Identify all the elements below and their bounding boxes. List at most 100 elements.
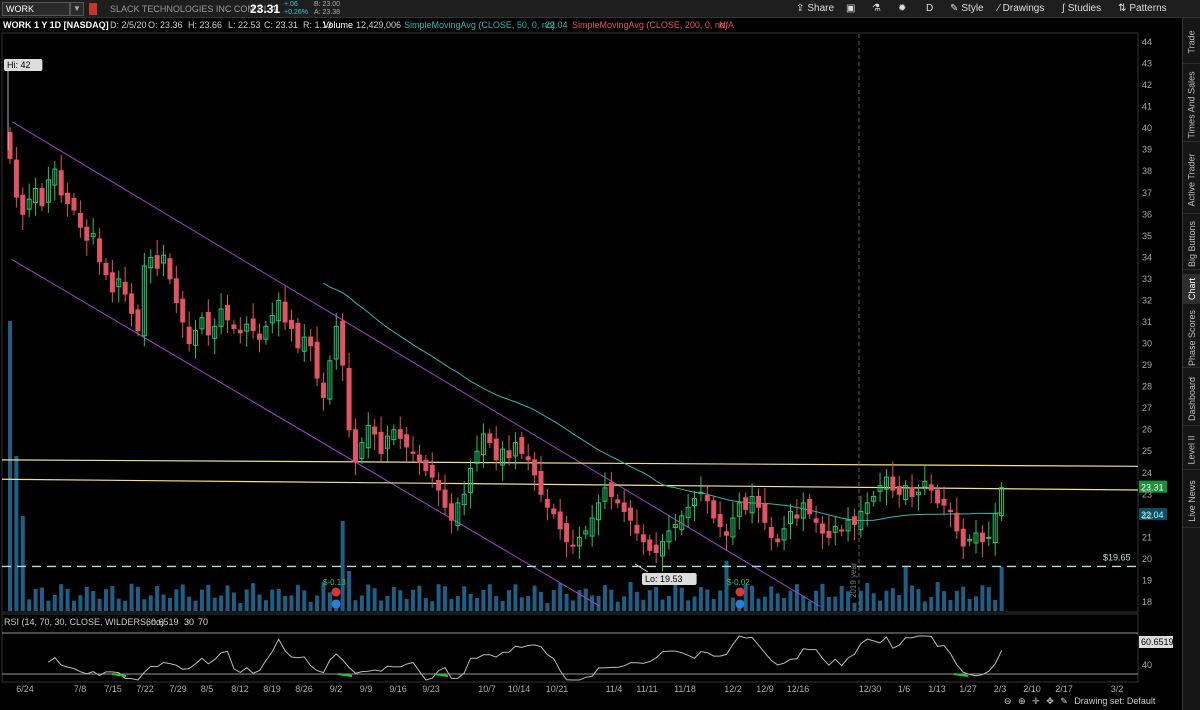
volume-bar (750, 585, 755, 611)
side-tab-phase-scores[interactable]: Phase Scores (1183, 308, 1200, 368)
side-tab-big-buttons[interactable]: Big Buttons (1183, 218, 1200, 270)
candle-body (404, 434, 410, 448)
volume-bar (244, 589, 249, 611)
zoom-out-icon[interactable]: ⊖ (1004, 696, 1012, 706)
style-button[interactable]: ✎ Style (950, 3, 984, 14)
side-tab-live-news[interactable]: Live News (1183, 474, 1200, 528)
candle-body (33, 187, 39, 204)
side-tab-chart[interactable]: Chart (1183, 274, 1200, 304)
volume-bar (673, 584, 678, 611)
candle-body (173, 278, 179, 304)
rsi-label: RSI (14, 70, 30, CLOSE, WILDERS, no) (4, 617, 164, 627)
share-button[interactable]: ⇪ Share (796, 3, 835, 14)
channel-upper-line (11, 121, 821, 607)
candle-body (263, 325, 269, 340)
x-axis-label: 10/14 (508, 684, 531, 694)
candle-body (52, 168, 58, 186)
rsi-badge-bg (1139, 636, 1173, 648)
candle-body (640, 534, 646, 543)
studies-icon: ∫ (1062, 3, 1065, 14)
candle-body (762, 503, 768, 523)
drawings-button[interactable]: ⁄ Drawings (998, 3, 1045, 14)
candle-body (704, 495, 710, 502)
side-tab-dashboard[interactable]: Dashboard (1183, 372, 1200, 426)
candle-body (77, 212, 83, 228)
volume-bar (679, 587, 684, 611)
candle-body (826, 530, 832, 538)
volume-bar (417, 585, 422, 611)
bid-value: B: 23.00 (314, 1, 341, 8)
candle-body (871, 495, 877, 502)
lo-label: Lo: 19.53 (642, 573, 697, 585)
volume-bar (78, 595, 83, 611)
price-pane (1, 32, 1139, 613)
volume-bar (27, 599, 32, 611)
volume-bar (903, 566, 908, 611)
candle-body (416, 454, 422, 463)
symbol-input[interactable] (2, 2, 70, 16)
volume-bar (801, 595, 806, 611)
sma200-label: SimpleMovingAvg (CLOSE, 200, 0, no) (572, 20, 728, 30)
x-axis-label: 11/18 (674, 684, 696, 694)
price-tick-label: 29 (1142, 360, 1152, 370)
candle-body (65, 192, 71, 205)
volume-bar (193, 600, 198, 611)
top-toolbar: ▼ SLACK TECHNOLOGIES INC COM CL A 23.31 … (0, 0, 1200, 18)
x-axis-label: 3/2 (1111, 684, 1124, 694)
price-tick-label: 34 (1142, 252, 1152, 262)
price-tick-label: 37 (1142, 188, 1152, 198)
volume-bar (135, 586, 140, 611)
side-tab-times-and-sales[interactable]: Times And Sales (1183, 68, 1200, 142)
studies-button[interactable]: ∫ Studies (1062, 3, 1102, 14)
open-readout: O: 23.36 (148, 20, 183, 30)
x-axis-label: 6/24 (16, 684, 34, 694)
volume-bar (590, 595, 595, 611)
volume-bar (167, 597, 172, 611)
volume-bar (698, 587, 703, 611)
volume-bar (743, 584, 748, 611)
x-axis-label: 7/15 (104, 684, 122, 694)
volume-bar (826, 596, 831, 611)
candle-body (979, 532, 985, 543)
side-tab-label: Live News (1187, 479, 1198, 522)
side-tab-level-ii[interactable]: Level II (1183, 430, 1200, 470)
price-tick-label: 25 (1142, 446, 1152, 456)
candle-body (308, 336, 314, 347)
price-tick-label: 33 (1142, 274, 1152, 284)
candle-body (570, 544, 576, 547)
candle-body (909, 486, 915, 497)
candle-body (295, 322, 301, 349)
volume-bar (468, 594, 473, 611)
side-tab-trade[interactable]: Trade (1183, 20, 1200, 64)
candle-body (807, 498, 813, 515)
pan-icon[interactable]: ✥ (1046, 696, 1054, 706)
candle-body (493, 438, 499, 461)
candle-body (986, 536, 992, 539)
sma200-value: N/A (719, 20, 735, 30)
volume-bar (148, 595, 153, 611)
period-button[interactable]: D (926, 3, 934, 14)
rsi-pane (1, 613, 1139, 683)
patterns-button[interactable]: ⇅ Patterns (1118, 3, 1167, 14)
crosshair-icon[interactable]: ✛ (1032, 696, 1040, 706)
candle-body (384, 435, 390, 449)
settings-button[interactable]: ✹ (898, 2, 906, 16)
zoom-in-icon[interactable]: ⊕ (1018, 696, 1026, 706)
earnings-marker-1-text: $-0.13 (323, 578, 346, 587)
side-tabs: Trade Times And Sales Active Trader Big But… (1182, 18, 1200, 710)
save-button[interactable]: ▣ (846, 2, 855, 16)
candle-body (973, 532, 979, 544)
x-axis-label: 7/22 (136, 684, 154, 694)
price-tick-label: 20 (1142, 554, 1152, 564)
drawing-set-icon[interactable]: ✎ (1060, 696, 1068, 706)
flask-button[interactable]: ⚗ (872, 2, 881, 16)
candle-body (839, 529, 845, 532)
symbol-dropdown-icon[interactable]: ▼ (70, 2, 84, 16)
flag-icon[interactable] (89, 3, 97, 15)
company-name: SLACK TECHNOLOGIES INC COM CL A (110, 4, 277, 14)
volume-bar (686, 600, 691, 611)
candle-body (781, 528, 787, 541)
side-tab-active-trader[interactable]: Active Trader (1183, 146, 1200, 214)
volume-bar (91, 590, 96, 611)
